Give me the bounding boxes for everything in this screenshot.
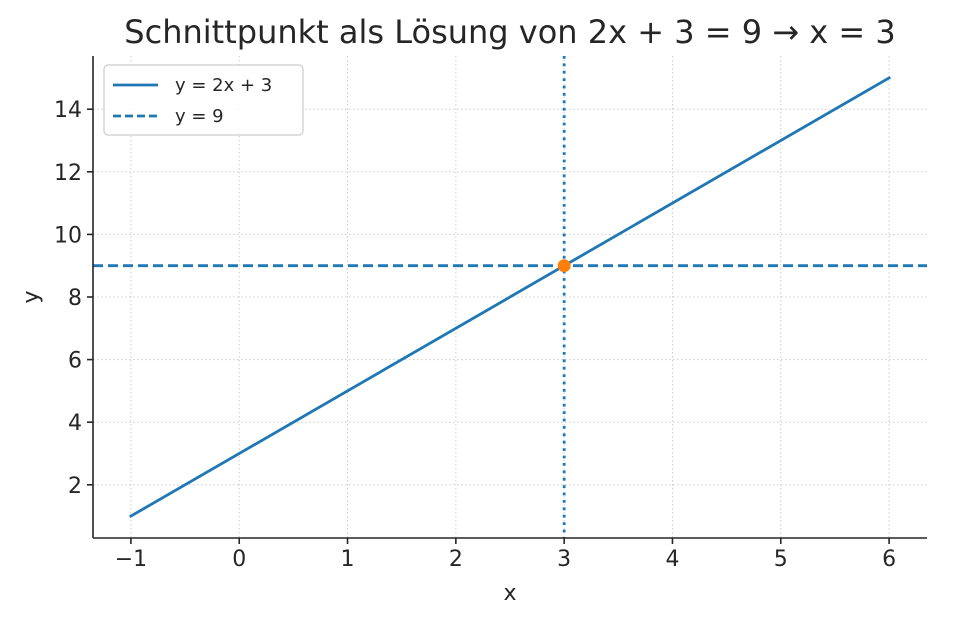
legend: y = 2x + 3 y = 9	[104, 65, 303, 135]
series-line-linear	[131, 78, 889, 516]
y-axis-label: y	[19, 290, 44, 303]
x-tick-label: 6	[882, 547, 896, 572]
x-tick-label: 5	[774, 547, 788, 572]
y-tick-label: 10	[54, 223, 82, 248]
x-tick-label: −1	[115, 547, 147, 572]
y-tick-label: 12	[54, 161, 82, 186]
x-axis-label: x	[503, 581, 516, 606]
x-tick-label: 0	[232, 547, 246, 572]
intersection-point	[558, 259, 571, 272]
legend-label: y = 9	[175, 106, 224, 127]
legend-label: y = 2x + 3	[175, 75, 272, 96]
y-tick-label: 6	[68, 349, 82, 374]
chart-title: Schnittpunkt als Lösung von 2x + 3 = 9 →…	[124, 13, 895, 51]
x-tick-label: 3	[557, 547, 571, 572]
x-tick-label: 1	[341, 547, 355, 572]
x-tick-label: 2	[449, 547, 463, 572]
y-tick-label: 8	[68, 286, 82, 311]
y-tick-label: 2	[68, 474, 82, 499]
y-tick-label: 14	[54, 98, 82, 123]
x-tick-label: 4	[665, 547, 679, 572]
y-tick-label: 4	[68, 411, 82, 436]
